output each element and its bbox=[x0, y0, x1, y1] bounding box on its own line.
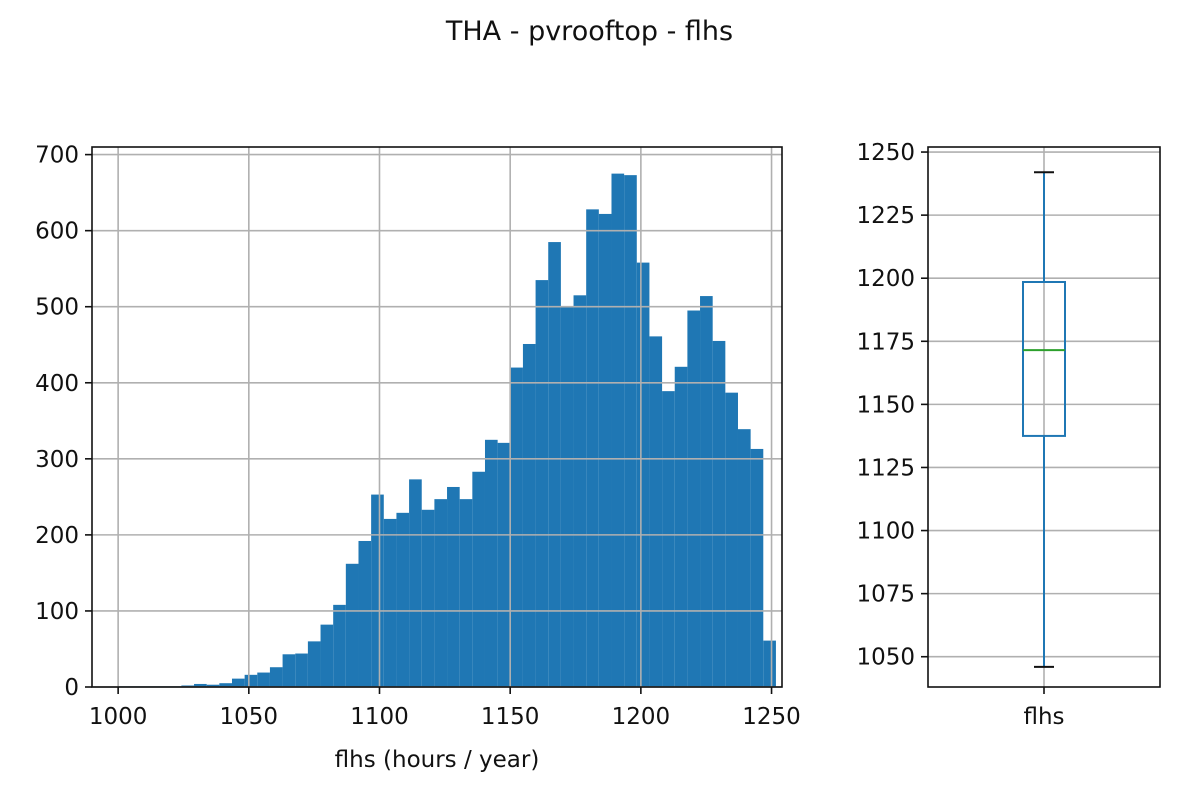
x-tick-label: 1250 bbox=[742, 704, 801, 730]
histogram-bar bbox=[484, 439, 498, 687]
histogram-bar bbox=[333, 604, 346, 687]
y-tick-label: 0 bbox=[64, 675, 79, 701]
histogram-bar bbox=[194, 683, 207, 687]
y-tick-label: 300 bbox=[35, 447, 79, 473]
histogram-bar bbox=[560, 306, 574, 687]
histogram-bar bbox=[548, 242, 561, 687]
histogram-bar bbox=[687, 310, 701, 687]
y-tick-label: 1100 bbox=[856, 519, 915, 545]
y-tick-label: 600 bbox=[35, 219, 79, 245]
histogram-bar bbox=[295, 653, 308, 687]
x-tick-label: 1100 bbox=[350, 704, 409, 730]
histogram-bar bbox=[636, 262, 650, 687]
histogram-bar bbox=[219, 683, 232, 687]
box-iqr bbox=[1022, 281, 1066, 437]
y-tick-label: 500 bbox=[35, 295, 79, 321]
histogram-bar bbox=[611, 173, 625, 687]
histogram-bar bbox=[244, 674, 258, 687]
y-tick-label: 1250 bbox=[856, 140, 915, 166]
y-tick-label: 200 bbox=[35, 523, 79, 549]
y-tick-label: 700 bbox=[35, 143, 79, 169]
histogram-bar bbox=[497, 442, 511, 687]
histogram-bar bbox=[674, 366, 688, 687]
y-tick-label: 1125 bbox=[856, 455, 915, 481]
histogram-bar bbox=[358, 540, 372, 687]
histogram-bar bbox=[396, 512, 410, 687]
histogram-bar bbox=[472, 471, 485, 687]
histogram-bar bbox=[409, 479, 422, 687]
figure-title: THA - pvrooftop - flhs bbox=[445, 16, 734, 47]
y-tick-label: 1225 bbox=[856, 203, 915, 229]
histogram-axes-frame bbox=[91, 146, 783, 688]
boxplot-panel: 1050 1075 1100 1125 1150 1175 1200 1225 1250 flhs bbox=[856, 140, 1161, 730]
histogram-panel: 1000 1050 1100 1150 1200 1250 0 100 200 300 400 500… bbox=[35, 143, 801, 773]
histogram-bar bbox=[320, 624, 334, 687]
histogram-bar bbox=[750, 448, 764, 687]
histogram-bar bbox=[725, 392, 738, 687]
y-tick-label: 1050 bbox=[856, 645, 915, 671]
histogram-bar bbox=[459, 499, 473, 687]
histogram-bar bbox=[269, 667, 283, 687]
y-tick-label: 100 bbox=[35, 599, 79, 625]
histogram-bar bbox=[383, 518, 397, 687]
x-tick-label: 1150 bbox=[481, 704, 540, 730]
y-tick-label: 1075 bbox=[856, 582, 915, 608]
histogram-bar bbox=[586, 209, 599, 687]
histogram-bar bbox=[573, 295, 587, 687]
y-tick-label: 400 bbox=[35, 371, 79, 397]
histogram-bar bbox=[447, 486, 460, 687]
x-tick-label: 1050 bbox=[220, 704, 279, 730]
histogram-bar bbox=[712, 340, 726, 687]
histogram-bar bbox=[700, 296, 713, 687]
y-tick-label: 1175 bbox=[856, 329, 915, 355]
histogram-bar bbox=[535, 280, 549, 687]
histogram-bar bbox=[434, 499, 448, 687]
histogram-bar bbox=[282, 654, 296, 687]
y-tick-label: 1150 bbox=[856, 392, 915, 418]
histogram-bar bbox=[649, 336, 663, 687]
histogram-bar bbox=[624, 175, 637, 687]
histogram-bar bbox=[737, 429, 751, 687]
histogram-bar bbox=[206, 684, 220, 687]
histogram-bar bbox=[421, 509, 435, 687]
histogram-bar bbox=[598, 213, 612, 688]
histogram-bar bbox=[510, 367, 523, 687]
histogram-bar bbox=[307, 641, 321, 687]
histogram-bar bbox=[345, 563, 359, 687]
x-tick-label: flhs bbox=[1023, 704, 1064, 730]
x-tick-label: 1000 bbox=[89, 704, 148, 730]
histogram-bar bbox=[522, 343, 536, 687]
histogram-bar bbox=[662, 391, 675, 687]
x-tick-label: 1200 bbox=[612, 704, 671, 730]
y-tick-label: 1200 bbox=[856, 266, 915, 292]
histogram-bar bbox=[257, 672, 270, 687]
x-axis-label: flhs (hours / year) bbox=[335, 747, 540, 773]
histogram-bar bbox=[763, 640, 776, 687]
histogram-bar bbox=[371, 494, 384, 687]
histogram-bar bbox=[231, 678, 245, 687]
